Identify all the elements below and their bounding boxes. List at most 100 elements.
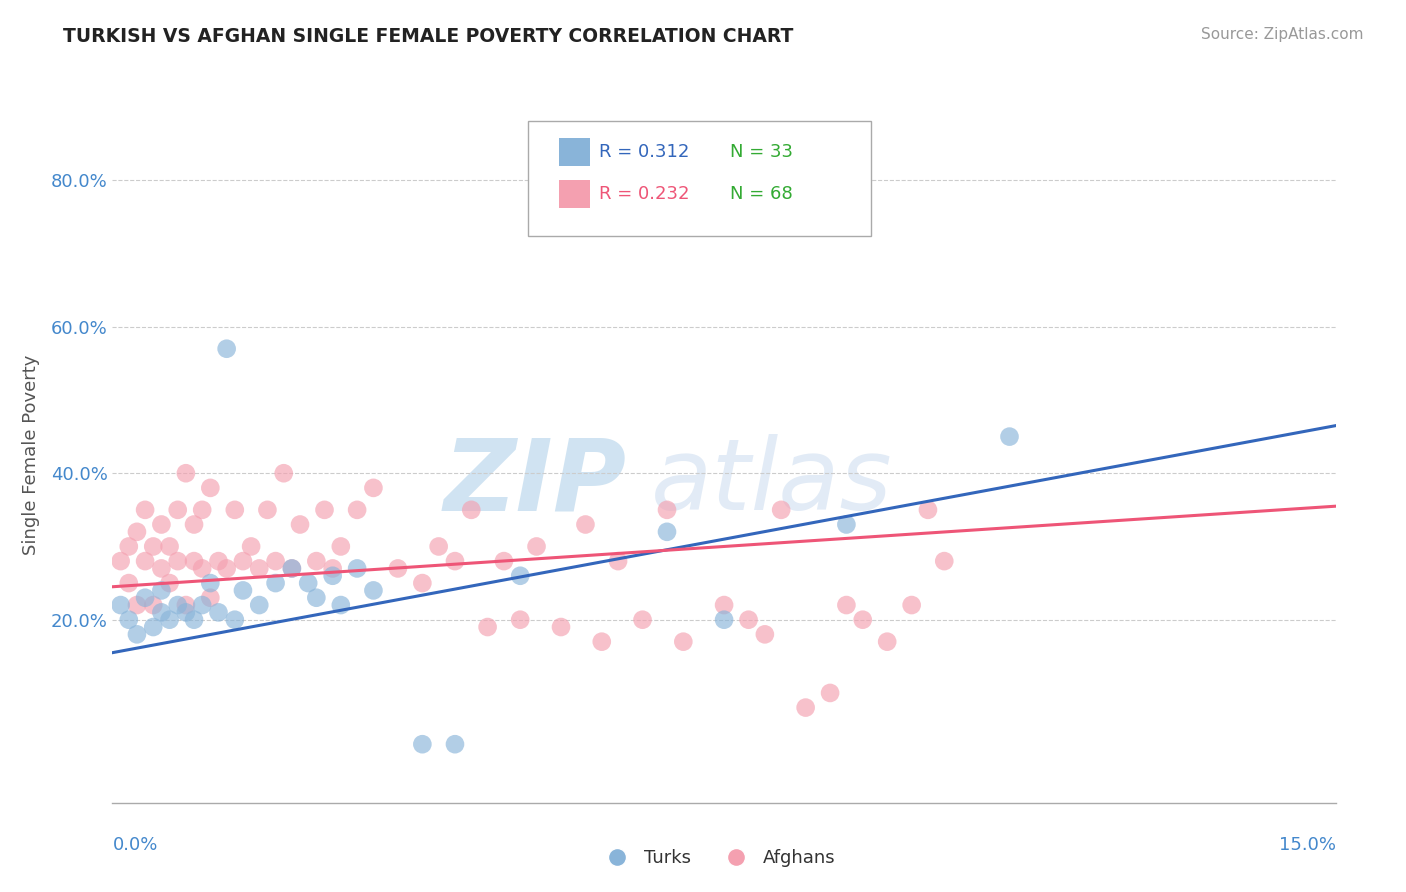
Point	[492, 554, 515, 568]
Point	[150, 583, 173, 598]
Point	[166, 554, 188, 568]
Text: 0.0%: 0.0%	[112, 836, 157, 854]
Point	[134, 554, 156, 568]
Point	[288, 517, 311, 532]
Text: N = 68: N = 68	[730, 185, 793, 203]
Point	[264, 576, 287, 591]
Text: N = 33: N = 33	[730, 144, 793, 161]
Point	[509, 568, 531, 582]
Point	[591, 634, 613, 648]
Text: 15.0%: 15.0%	[1278, 836, 1336, 854]
Point	[550, 620, 572, 634]
Point	[134, 591, 156, 605]
Point	[215, 561, 238, 575]
Text: atlas: atlas	[651, 434, 893, 532]
Text: Source: ZipAtlas.com: Source: ZipAtlas.com	[1201, 27, 1364, 42]
Point	[346, 561, 368, 575]
Point	[240, 540, 263, 554]
Point	[125, 524, 148, 539]
Point	[363, 583, 385, 598]
Point	[737, 613, 759, 627]
Point	[281, 561, 304, 575]
Bar	[560, 180, 589, 208]
Point	[655, 503, 678, 517]
Point	[754, 627, 776, 641]
Y-axis label: Single Female Poverty: Single Female Poverty	[21, 355, 39, 555]
Text: R = 0.232: R = 0.232	[599, 185, 690, 203]
Point	[917, 503, 939, 517]
Point	[232, 554, 254, 568]
Point	[125, 598, 148, 612]
Point	[387, 561, 409, 575]
Point	[207, 554, 229, 568]
Point	[631, 613, 654, 627]
Point	[174, 598, 197, 612]
Point	[281, 561, 304, 575]
Point	[166, 598, 188, 612]
Point	[794, 700, 817, 714]
Text: TURKISH VS AFGHAN SINGLE FEMALE POVERTY CORRELATION CHART: TURKISH VS AFGHAN SINGLE FEMALE POVERTY …	[63, 27, 793, 45]
Point	[191, 503, 214, 517]
Point	[322, 568, 344, 582]
Point	[150, 561, 173, 575]
Point	[818, 686, 841, 700]
Point	[200, 591, 222, 605]
Point	[256, 503, 278, 517]
Bar	[560, 138, 589, 166]
Point	[232, 583, 254, 598]
Point	[852, 613, 875, 627]
Point	[142, 620, 165, 634]
Point	[411, 737, 433, 751]
FancyBboxPatch shape	[529, 121, 870, 235]
Point	[346, 503, 368, 517]
Point	[607, 554, 630, 568]
Point	[125, 627, 148, 641]
Text: ZIP: ZIP	[443, 434, 626, 532]
Point	[134, 503, 156, 517]
Point	[427, 540, 450, 554]
Point	[159, 613, 181, 627]
Point	[207, 606, 229, 620]
Point	[174, 467, 197, 481]
Point	[444, 737, 467, 751]
Point	[150, 606, 173, 620]
Point	[876, 634, 898, 648]
Point	[655, 524, 678, 539]
Point	[247, 598, 270, 612]
Point	[110, 554, 132, 568]
Point	[713, 613, 735, 627]
Point	[200, 481, 222, 495]
Point	[770, 503, 793, 517]
Point	[314, 503, 336, 517]
Point	[142, 540, 165, 554]
Point	[159, 576, 181, 591]
Point	[247, 561, 270, 575]
Point	[509, 613, 531, 627]
Point	[191, 598, 214, 612]
Point	[159, 540, 181, 554]
Point	[460, 503, 482, 517]
Point	[200, 576, 222, 591]
Point	[477, 620, 499, 634]
Point	[183, 613, 205, 627]
Point	[118, 576, 141, 591]
Point	[150, 517, 173, 532]
Point	[713, 598, 735, 612]
Point	[411, 576, 433, 591]
Point	[273, 467, 295, 481]
Point	[900, 598, 922, 612]
Point	[224, 613, 246, 627]
Point	[934, 554, 956, 568]
Point	[574, 517, 596, 532]
Point	[118, 540, 141, 554]
Point	[305, 554, 328, 568]
Point	[672, 634, 695, 648]
Point	[305, 591, 328, 605]
Point	[329, 598, 352, 612]
Point	[224, 503, 246, 517]
Point	[174, 606, 197, 620]
Point	[444, 554, 467, 568]
Point	[329, 540, 352, 554]
Point	[110, 598, 132, 612]
Point	[297, 576, 319, 591]
